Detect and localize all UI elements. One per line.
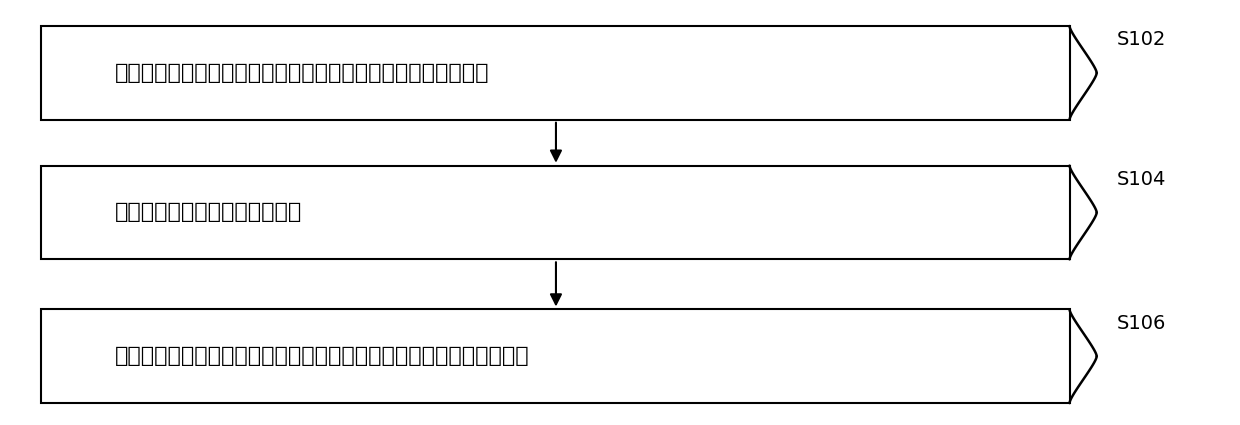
- Text: 根据校正视电阻率得到校正电场，并基于校正电场对测量电场进行校正: 根据校正视电阻率得到校正电场，并基于校正电场对测量电场进行校正: [115, 346, 529, 366]
- Text: S106: S106: [1116, 314, 1166, 332]
- Text: 在电性源的激发场源对应的接收区测点获取测量磁场和测量电场: 在电性源的激发场源对应的接收区测点获取测量磁场和测量电场: [115, 63, 490, 83]
- Text: S102: S102: [1116, 30, 1166, 49]
- Text: 基于测量磁场计算校正视电阻率: 基于测量磁场计算校正视电阻率: [115, 202, 303, 223]
- Bar: [41, 309, 1070, 403]
- Bar: [41, 26, 1070, 120]
- Text: S104: S104: [1116, 170, 1166, 189]
- Bar: [41, 166, 1070, 259]
